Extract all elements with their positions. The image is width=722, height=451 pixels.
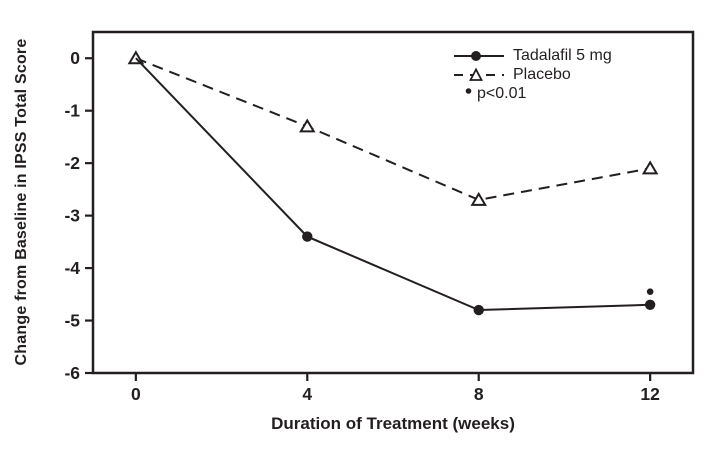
y-tick-label: -5 [64, 311, 80, 331]
x-tick-label: 0 [131, 384, 141, 404]
y-tick-label: -2 [64, 153, 80, 173]
y-tick-label: -3 [64, 206, 80, 226]
y-axis-title: Change from Baseline in IPSS Total Score [13, 38, 30, 366]
series-marker-tadalafil-5-mg [302, 231, 313, 242]
x-tick-label: 8 [474, 384, 484, 404]
series-marker-tadalafil-5-mg [473, 304, 484, 316]
y-tick-label: 0 [70, 48, 80, 68]
legend-label-tadalafil: Tadalafil 5 mg [513, 46, 612, 64]
solid-line-filled-circle-icon [454, 50, 504, 61]
series-marker-tadalafil-5-mg [644, 299, 656, 310]
series-line-placebo [135, 57, 651, 201]
legend-significance-note: p<0.01 [464, 84, 612, 103]
x-tick-label: 12 [640, 384, 660, 404]
series-marker-placebo [641, 160, 659, 175]
legend-label-placebo: Placebo [513, 65, 571, 83]
y-tick-label: -4 [64, 258, 80, 278]
series-marker-placebo [299, 118, 316, 133]
significance-note-label: p<0.01 [477, 84, 527, 102]
y-tick-label: -6 [64, 363, 80, 383]
x-tick-label: 4 [302, 384, 312, 404]
plot-border [91, 30, 695, 375]
significance-marker-dot [646, 288, 654, 295]
series-marker-placebo [470, 191, 487, 206]
legend: Tadalafil 5 mg Placebo p<0.01 [452, 46, 612, 103]
series-line-tadalafil-5-mg [135, 57, 651, 312]
x-axis-title: Duration of Treatment (weeks) [271, 414, 515, 433]
significance-dot-icon [465, 87, 472, 94]
legend-entry-placebo: Placebo [452, 65, 612, 84]
legend-entry-tadalafil: Tadalafil 5 mg [452, 46, 612, 65]
dashed-line-open-triangle-icon [454, 67, 504, 81]
y-tick-label: -1 [64, 101, 80, 121]
